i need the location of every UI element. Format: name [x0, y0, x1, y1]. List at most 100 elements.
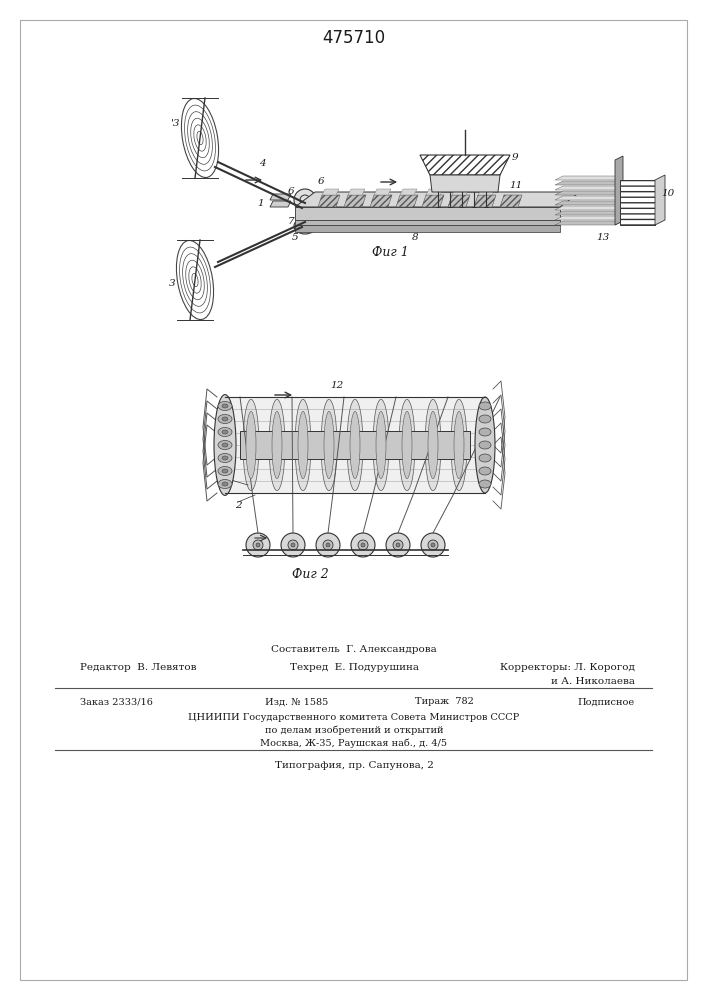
Polygon shape [555, 181, 623, 185]
Polygon shape [225, 397, 485, 493]
Polygon shape [318, 195, 340, 207]
Ellipse shape [316, 533, 340, 557]
Text: 1: 1 [257, 200, 264, 209]
Ellipse shape [295, 399, 311, 491]
Ellipse shape [294, 218, 316, 234]
Ellipse shape [324, 411, 334, 479]
Text: Тираж  782: Тираж 782 [415, 698, 474, 706]
Polygon shape [322, 189, 339, 195]
Ellipse shape [218, 454, 232, 462]
Ellipse shape [475, 397, 495, 493]
Ellipse shape [217, 399, 233, 491]
Polygon shape [555, 216, 623, 220]
Text: 10: 10 [661, 190, 674, 198]
Polygon shape [270, 194, 291, 200]
Polygon shape [426, 189, 443, 195]
Text: Подписное: Подписное [578, 698, 635, 706]
Ellipse shape [218, 440, 232, 450]
Ellipse shape [399, 399, 415, 491]
Polygon shape [422, 195, 444, 207]
Ellipse shape [214, 395, 236, 495]
Ellipse shape [243, 399, 259, 491]
Polygon shape [555, 206, 623, 210]
Polygon shape [474, 195, 496, 207]
Text: 5: 5 [292, 233, 298, 242]
Text: 2: 2 [235, 500, 241, 510]
Ellipse shape [218, 401, 232, 410]
Text: 8: 8 [411, 233, 419, 242]
Ellipse shape [479, 441, 491, 449]
Polygon shape [400, 189, 417, 195]
Ellipse shape [323, 540, 333, 550]
Polygon shape [500, 195, 522, 207]
Text: Корректоры: Л. Корогод: Корректоры: Л. Корогод [500, 664, 635, 672]
Ellipse shape [376, 411, 386, 479]
Polygon shape [344, 195, 366, 207]
Polygon shape [270, 201, 291, 207]
Text: 6: 6 [317, 178, 325, 186]
Polygon shape [555, 191, 623, 195]
Polygon shape [555, 221, 623, 225]
Polygon shape [295, 225, 560, 232]
Polygon shape [478, 189, 495, 195]
Ellipse shape [479, 415, 491, 423]
Ellipse shape [218, 466, 232, 476]
Polygon shape [295, 207, 560, 220]
Polygon shape [620, 180, 655, 225]
Ellipse shape [428, 411, 438, 479]
Ellipse shape [373, 399, 389, 491]
Ellipse shape [454, 411, 464, 479]
Polygon shape [555, 186, 623, 190]
Ellipse shape [326, 543, 330, 547]
Ellipse shape [220, 411, 230, 479]
Ellipse shape [350, 411, 360, 479]
Ellipse shape [477, 399, 493, 491]
Polygon shape [295, 192, 580, 207]
Ellipse shape [479, 467, 491, 475]
Text: 13: 13 [597, 233, 609, 242]
Ellipse shape [222, 469, 228, 473]
Ellipse shape [269, 399, 285, 491]
Text: 6: 6 [288, 188, 294, 196]
Ellipse shape [479, 454, 491, 462]
Ellipse shape [222, 482, 228, 486]
Ellipse shape [396, 543, 400, 547]
Ellipse shape [291, 543, 295, 547]
Text: 7: 7 [288, 218, 294, 227]
Text: Составитель  Г. Александрова: Составитель Г. Александрова [271, 646, 437, 654]
Ellipse shape [361, 543, 365, 547]
Ellipse shape [253, 540, 263, 550]
Text: и А. Николаева: и А. Николаева [551, 678, 635, 686]
Ellipse shape [480, 411, 490, 479]
Text: 11: 11 [509, 180, 522, 190]
Polygon shape [555, 211, 623, 215]
Polygon shape [396, 195, 418, 207]
Ellipse shape [347, 399, 363, 491]
Ellipse shape [386, 533, 410, 557]
Text: Москва, Ж-35, Раушская наб., д. 4/5: Москва, Ж-35, Раушская наб., д. 4/5 [260, 738, 448, 748]
Polygon shape [420, 155, 510, 175]
Text: 4: 4 [259, 159, 265, 168]
Ellipse shape [421, 533, 445, 557]
Text: по делам изобретений и открытий: по делам изобретений и открытий [264, 725, 443, 735]
Ellipse shape [479, 428, 491, 436]
Text: Типография, пр. Сапунова, 2: Типография, пр. Сапунова, 2 [274, 760, 433, 770]
Ellipse shape [281, 533, 305, 557]
Ellipse shape [246, 533, 270, 557]
Ellipse shape [218, 428, 232, 436]
Ellipse shape [428, 540, 438, 550]
Bar [240, 431, 470, 459]
Text: 12: 12 [330, 380, 344, 389]
Text: '3: '3 [171, 119, 181, 128]
Polygon shape [370, 195, 392, 207]
Ellipse shape [431, 543, 435, 547]
Ellipse shape [351, 533, 375, 557]
Ellipse shape [402, 411, 412, 479]
Ellipse shape [451, 399, 467, 491]
Text: 9: 9 [512, 153, 518, 162]
Polygon shape [348, 189, 365, 195]
Ellipse shape [222, 430, 228, 434]
Ellipse shape [294, 189, 316, 211]
Polygon shape [448, 195, 470, 207]
Ellipse shape [425, 399, 441, 491]
